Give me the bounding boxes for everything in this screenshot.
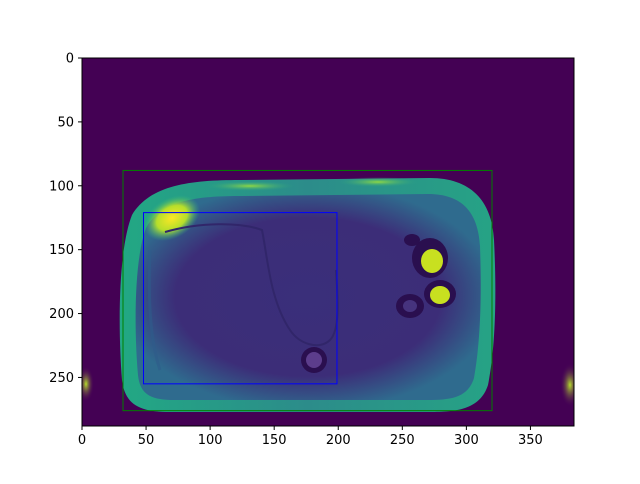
x-tick-label: 100: [198, 433, 223, 448]
inner-box: [143, 212, 338, 385]
body-interior: [135, 194, 481, 400]
outer-box: [122, 169, 493, 412]
top-bright-band-right: [338, 177, 418, 187]
right-edge-glow: [560, 363, 574, 407]
x-tick-label: 350: [518, 433, 543, 448]
y-tick-label: 0: [66, 52, 74, 67]
y-tick-label: 250: [49, 371, 74, 386]
y-axis: 0 50 100 150 200 250: [49, 52, 82, 386]
y-tick-label: 100: [49, 179, 74, 194]
central-structure: [301, 347, 327, 373]
internal-outline: [164, 223, 339, 347]
bounding-boxes: [122, 169, 493, 412]
x-tick-label: 300: [454, 433, 479, 448]
x-tick-label: 0: [78, 433, 86, 448]
y-tick-label: 150: [49, 243, 74, 258]
left-edge-glow: [82, 366, 94, 402]
right-organs: [396, 234, 456, 318]
y-tick-label: 200: [49, 307, 74, 322]
top-bright-band-left: [205, 181, 295, 191]
mri-image: [82, 58, 574, 426]
x-tick-label: 50: [138, 433, 155, 448]
x-tick-label: 200: [326, 433, 351, 448]
x-tick-label: 150: [262, 433, 287, 448]
x-tick-label: 250: [390, 433, 415, 448]
x-axis: 0 50 100 150 200 250 300 350: [78, 426, 543, 448]
left-inner-edge: [147, 249, 162, 371]
axes-frame: [81, 57, 575, 427]
bright-region: [144, 195, 200, 241]
y-tick-label: 50: [57, 115, 74, 130]
